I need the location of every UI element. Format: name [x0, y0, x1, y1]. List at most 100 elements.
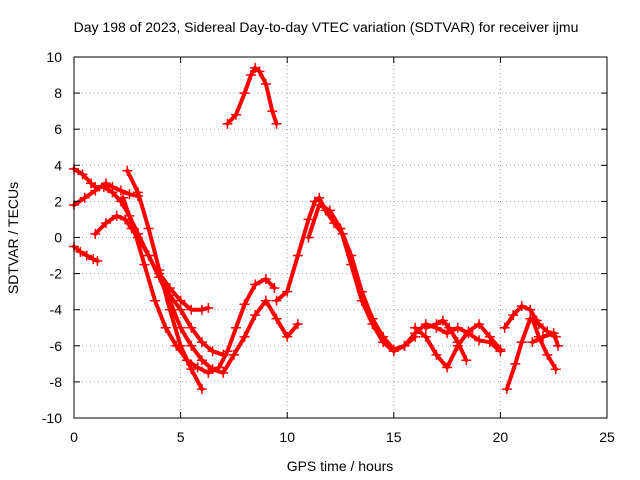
data-point — [516, 301, 527, 312]
data-point — [314, 200, 325, 211]
data-point — [461, 355, 472, 366]
data-point — [143, 223, 154, 234]
y-tick-label: 8 — [54, 85, 62, 101]
data-point — [186, 340, 197, 351]
data-point — [282, 286, 293, 297]
data-point — [222, 118, 233, 129]
data-point — [164, 283, 175, 294]
data-point — [525, 304, 536, 315]
data-point — [420, 322, 431, 333]
data-point — [196, 355, 207, 366]
data-point — [186, 304, 197, 315]
x-tick-label: 10 — [279, 429, 295, 445]
data-point — [150, 295, 161, 306]
data-point — [388, 346, 399, 357]
y-tick-label: 6 — [54, 121, 62, 137]
data-point — [203, 367, 214, 378]
x-tick-label: 5 — [177, 429, 185, 445]
data-point — [75, 246, 86, 257]
data-point — [250, 310, 261, 321]
y-tick-label: 10 — [46, 49, 62, 65]
data-point — [203, 302, 214, 313]
data-trace-arc-16 — [530, 331, 560, 348]
data-point — [122, 165, 133, 176]
data-point — [548, 328, 559, 339]
data-trace-arc-6 — [121, 195, 277, 375]
data-point — [260, 274, 271, 285]
data-point — [218, 367, 229, 378]
y-tick-label: 0 — [54, 230, 62, 246]
x-tick-label: 25 — [599, 429, 615, 445]
data-point — [501, 384, 512, 395]
data-point — [399, 340, 410, 351]
x-tick-label: 20 — [493, 429, 509, 445]
data-point — [90, 228, 101, 239]
data-point — [410, 331, 421, 342]
data-point — [474, 335, 485, 346]
data-point — [175, 295, 186, 306]
data-point — [495, 344, 506, 355]
chart-title: Day 198 of 2023, Sidereal Day-to-day VTE… — [74, 19, 579, 35]
data-point — [196, 384, 207, 395]
data-point — [231, 109, 242, 120]
plot-frame — [73, 56, 608, 419]
y-tick-label: -10 — [42, 410, 62, 426]
data-point — [527, 313, 538, 324]
data-point — [484, 331, 495, 342]
data-point — [552, 340, 563, 351]
data-point — [260, 295, 271, 306]
x-tick-label: 0 — [70, 429, 78, 445]
data-point — [222, 346, 233, 357]
data-point — [245, 70, 256, 81]
data-trace-arc-15 — [530, 316, 558, 372]
data-point — [250, 279, 261, 290]
data-layer — [69, 62, 563, 395]
data-point — [442, 362, 453, 373]
data-point — [107, 181, 118, 192]
data-point — [254, 66, 265, 77]
data-point — [260, 79, 271, 90]
data-point — [196, 337, 207, 348]
data-point — [271, 295, 282, 306]
data-point — [100, 218, 111, 229]
data-point — [437, 315, 448, 326]
data-point — [271, 118, 282, 129]
data-point — [231, 322, 242, 333]
data-point — [186, 322, 197, 333]
data-point — [420, 331, 431, 342]
data-point — [516, 337, 527, 348]
grid-layer — [74, 57, 607, 418]
data-point — [324, 205, 335, 216]
data-point — [100, 178, 111, 189]
data-point — [335, 223, 346, 234]
data-point — [474, 319, 485, 330]
y-tick-label: -8 — [50, 374, 63, 390]
data-point — [92, 255, 103, 266]
data-point — [292, 250, 303, 261]
data-point — [367, 319, 378, 330]
data-trace-arc-9 — [274, 195, 503, 354]
data-point — [463, 326, 474, 337]
data-point — [346, 259, 357, 270]
data-trace-arc-10 — [306, 203, 418, 354]
data-point — [77, 169, 88, 180]
data-point — [378, 337, 389, 348]
data-point — [510, 358, 521, 369]
data-point — [239, 331, 250, 342]
data-point — [143, 250, 154, 261]
data-point — [115, 185, 126, 196]
data-point — [271, 313, 282, 324]
data-point — [292, 319, 303, 330]
data-point — [132, 187, 143, 198]
tick-labels: 0 5 10 15 20 25 -10 -8 -6 -4 -2 0 2 4 6 8 10 — [42, 49, 615, 445]
data-point — [81, 250, 92, 261]
data-point — [303, 232, 314, 243]
data-point — [452, 337, 463, 348]
data-point — [431, 349, 442, 360]
data-point — [356, 295, 367, 306]
data-point — [181, 355, 192, 366]
data-point — [282, 331, 293, 342]
data-point — [124, 189, 135, 200]
data-point — [550, 364, 561, 375]
